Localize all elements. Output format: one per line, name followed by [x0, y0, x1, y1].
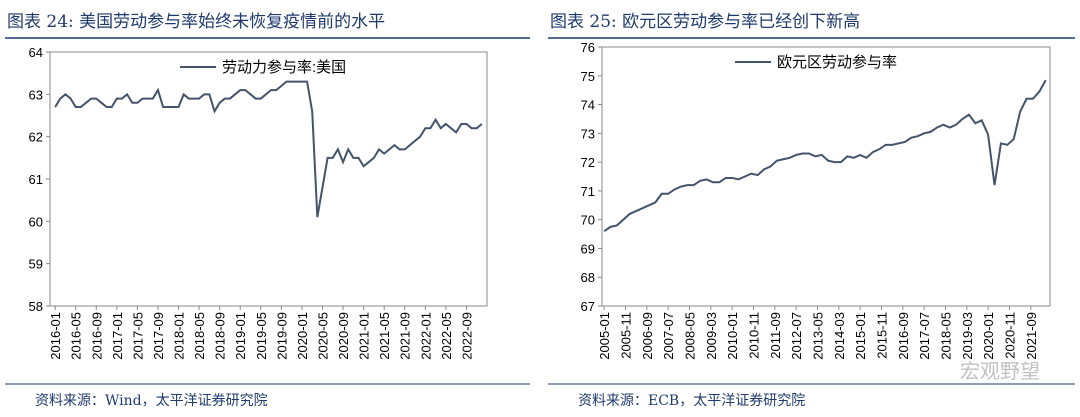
x-tick-label: 2020-01 — [981, 312, 996, 360]
legend-label: 劳动力参与率:美国 — [222, 59, 346, 76]
x-tick-label: 2022-05 — [439, 312, 454, 360]
x-tick-label: 2010-01 — [725, 312, 740, 360]
source-note: 资料来源：ECB，太平洋证券研究院 — [578, 393, 805, 409]
x-tick-label: 2013-05 — [810, 312, 825, 360]
x-tick-label: 2018-05 — [192, 312, 207, 360]
y-tick-label: 72 — [581, 155, 595, 170]
x-tick-label: 2020-05 — [315, 312, 330, 360]
x-tick-label: 2015-01 — [853, 312, 868, 360]
x-tick-label: 2005-01 — [597, 312, 612, 360]
x-tick-label: 2020-01 — [295, 312, 310, 360]
x-tick-label: 2016-09 — [89, 312, 104, 360]
x-tick-label: 2021-09 — [1024, 312, 1039, 360]
y-tick-label: 74 — [581, 98, 595, 113]
x-tick-label: 2022-01 — [418, 312, 433, 360]
x-tick-label: 2019-09 — [274, 312, 289, 360]
y-tick-label: 68 — [581, 270, 595, 285]
source-note: 资料来源：Wind，太平洋证券研究院 — [35, 393, 268, 409]
plot-frame — [601, 46, 1051, 307]
y-tick-label: 69 — [581, 241, 595, 256]
x-tick-label: 2019-03 — [960, 312, 975, 360]
x-tick-label: 2021-09 — [398, 312, 413, 360]
x-tick-label: 2009-03 — [704, 312, 719, 360]
x-tick-label: 2016-09 — [896, 312, 911, 360]
chart-title: 图表 24: 美国劳动参与率始终未恢复疫情前的水平 — [7, 12, 385, 32]
x-tick-label: 2007-07 — [661, 312, 676, 360]
x-tick-label: 2022-09 — [459, 312, 474, 360]
chart-title: 图表 25: 欧元区劳动参与率已经创下新高 — [550, 12, 860, 32]
x-tick-label: 2021-05 — [377, 312, 392, 360]
x-tick-label: 2021-01 — [357, 312, 372, 360]
x-tick-label: 2010-11 — [746, 312, 761, 359]
y-tick-label: 71 — [581, 184, 595, 199]
x-tick-label: 2017-09 — [151, 312, 166, 360]
x-tick-label: 2020-09 — [336, 312, 351, 360]
y-tick-label: 70 — [581, 213, 595, 228]
y-tick-label: 61 — [29, 172, 43, 187]
x-tick-label: 2020-11 — [1002, 312, 1017, 359]
y-tick-label: 67 — [581, 299, 595, 314]
y-tick-label: 75 — [581, 69, 595, 84]
x-tick-label: 2016-01 — [48, 312, 63, 360]
plot-frame — [49, 51, 488, 307]
y-tick-label: 60 — [29, 214, 43, 229]
y-tick-label: 73 — [581, 126, 595, 141]
x-tick-label: 2006-09 — [640, 312, 655, 360]
x-tick-label: 2018-01 — [172, 312, 187, 360]
series-line — [603, 79, 1047, 233]
x-tick-label: 2018-05 — [938, 312, 953, 360]
y-tick-label: 58 — [29, 299, 43, 314]
x-tick-label: 2016-05 — [69, 312, 84, 360]
x-tick-label: 2019-05 — [254, 312, 269, 360]
y-tick-label: 64 — [29, 45, 43, 60]
x-tick-label: 2011-09 — [768, 312, 783, 359]
y-tick-label: 63 — [29, 87, 43, 102]
x-tick-label: 2017-07 — [917, 312, 932, 360]
x-tick-label: 2019-01 — [233, 312, 248, 360]
x-tick-label: 2015-11 — [874, 312, 889, 359]
x-tick-label: 2014-03 — [832, 312, 847, 360]
y-tick-label: 76 — [581, 40, 595, 55]
x-tick-label: 2017-05 — [130, 312, 145, 360]
x-tick-label: 2017-01 — [110, 312, 125, 360]
y-tick-label: 59 — [29, 257, 43, 272]
x-tick-label: 2008-05 — [682, 312, 697, 360]
series-line — [54, 80, 483, 218]
y-tick-label: 62 — [29, 130, 43, 145]
x-tick-label: 2018-09 — [213, 312, 228, 360]
legend-label: 欧元区劳动参与率 — [777, 54, 897, 71]
x-tick-label: 2012-07 — [789, 312, 804, 360]
watermark: 宏观野望 — [960, 360, 1040, 383]
x-tick-label: 2005-11 — [618, 312, 633, 359]
